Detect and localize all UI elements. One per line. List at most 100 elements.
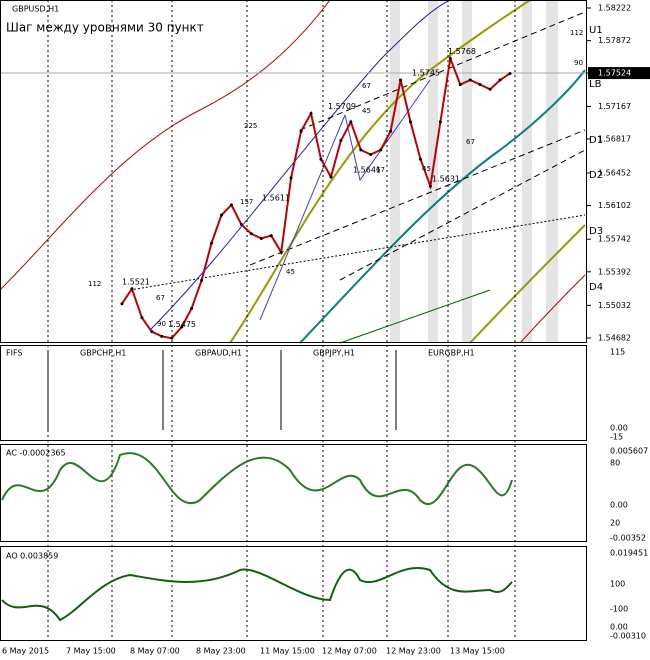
price-point [130, 287, 134, 291]
price-point [309, 112, 313, 116]
time-label: 6 May 2015 [2, 647, 49, 656]
price-point [249, 232, 253, 236]
note: Шаг между уровнями 30 пункт [6, 21, 204, 35]
step-label: 157 [240, 198, 253, 206]
price-tick-label: 1.57872 [598, 36, 631, 45]
step-label: 225 [244, 122, 257, 130]
time-label: 13 May 15:00 [450, 647, 505, 656]
pair-symbol: EURGBP,H1 [428, 349, 475, 358]
level-label: D4 [589, 282, 603, 293]
panel-axis-label: 0.00 [610, 501, 628, 510]
price-point [428, 184, 432, 188]
step-label: 67 [362, 82, 371, 90]
price-point [438, 120, 442, 124]
time-separators [47, 0, 516, 641]
step-label: 90 [157, 320, 166, 328]
price-point [160, 334, 164, 338]
step-label: 67 [156, 294, 165, 302]
price-point [319, 157, 323, 161]
panel-axis-label: 20 [610, 519, 620, 528]
price-point [120, 302, 124, 306]
level-label: LB [589, 79, 602, 90]
price-tick-label: 1.56102 [598, 201, 631, 210]
price-point [399, 78, 403, 82]
dynamic-layer: 1.58222 1.57872 1.57524 1.57167 1.56817 1.564… [2, 4, 650, 656]
price-tick-label: 1.55032 [598, 301, 631, 310]
panel-title: AC -0.0002365 [6, 449, 66, 458]
price-point [229, 203, 233, 207]
level-label: D3 [589, 226, 603, 237]
price-point [508, 71, 512, 75]
price-tick-label: 1.58222 [598, 4, 631, 13]
current-price-tag [588, 67, 650, 80]
step-label: 90 [574, 59, 583, 67]
price-line [121, 54, 511, 340]
level-label: U1 [589, 25, 603, 36]
level-label: D2 [589, 170, 603, 181]
step-label: 45 [286, 268, 295, 276]
step-label: 67 [466, 138, 475, 146]
step-label: 112 [570, 29, 583, 37]
swing-label: 1.5631 [432, 175, 460, 184]
panel-axis-label: -0.00310 [610, 632, 646, 641]
pair-symbol: GBPJPY,H1 [313, 349, 355, 358]
price-point [498, 78, 502, 82]
price-tick-label: 1.56817 [598, 134, 631, 143]
price-point [200, 278, 204, 282]
price-point [269, 234, 273, 238]
price-point [349, 120, 353, 124]
price-point [468, 78, 472, 82]
swing-label: 1.5709 [328, 102, 356, 111]
price-point [279, 250, 283, 254]
price-point [219, 213, 223, 217]
swing-label: 1.5611 [262, 193, 290, 202]
price-point [210, 241, 214, 245]
time-label: 12 May 07:00 [322, 647, 377, 656]
price-point [379, 148, 383, 152]
time-label: 8 May 23:00 [196, 647, 246, 656]
panel-axis-label: 0.019451 [610, 549, 648, 558]
price-tick-label: 1.56452 [598, 169, 631, 178]
step-label: 45 [422, 165, 431, 173]
price-point [369, 153, 373, 157]
price-point [458, 83, 462, 87]
price-tick-label: 1.55392 [598, 267, 631, 276]
swing-label: 1.5475 [168, 320, 196, 329]
panel-title: FIFS [6, 349, 23, 358]
price-point [329, 175, 333, 179]
price-point [190, 306, 194, 310]
swing-label: 1.5521 [122, 277, 150, 286]
level-label: D1 [589, 135, 603, 146]
panel-axis-label: -15 [610, 433, 623, 442]
panel-axis-label: 115 [610, 348, 625, 357]
price-point [418, 157, 422, 161]
time-label: 7 May 15:00 [66, 647, 116, 656]
price-point [289, 176, 293, 180]
panel-axis-label: 100 [610, 580, 625, 589]
price-point [339, 139, 343, 143]
step-label: 67 [376, 166, 385, 174]
price-point [170, 336, 174, 340]
time-label: 11 May 15:00 [260, 647, 315, 656]
current-price-label: 1.57524 [598, 69, 631, 78]
step-label: 112 [88, 280, 101, 288]
step-label: 45 [362, 107, 371, 115]
price-point [448, 57, 452, 61]
price-point [150, 330, 154, 334]
price-tick-label: 1.57167 [598, 102, 631, 111]
price-point [488, 87, 492, 91]
price-point [409, 120, 413, 124]
panel-title: AO 0.003859 [6, 552, 58, 561]
oscillators [1, 452, 513, 622]
price-point [140, 316, 144, 320]
panel-axis-label: 0.005607 [610, 447, 648, 456]
pair-symbol: GBPCHF,H1 [80, 349, 126, 358]
price-point [478, 83, 482, 87]
panel-axis-label: 80 [610, 459, 620, 468]
swing-label: 1.5641 [353, 165, 381, 174]
pair-symbol: GBPAUD,H1 [195, 349, 242, 358]
price-point [359, 148, 363, 152]
price-point [239, 222, 243, 226]
